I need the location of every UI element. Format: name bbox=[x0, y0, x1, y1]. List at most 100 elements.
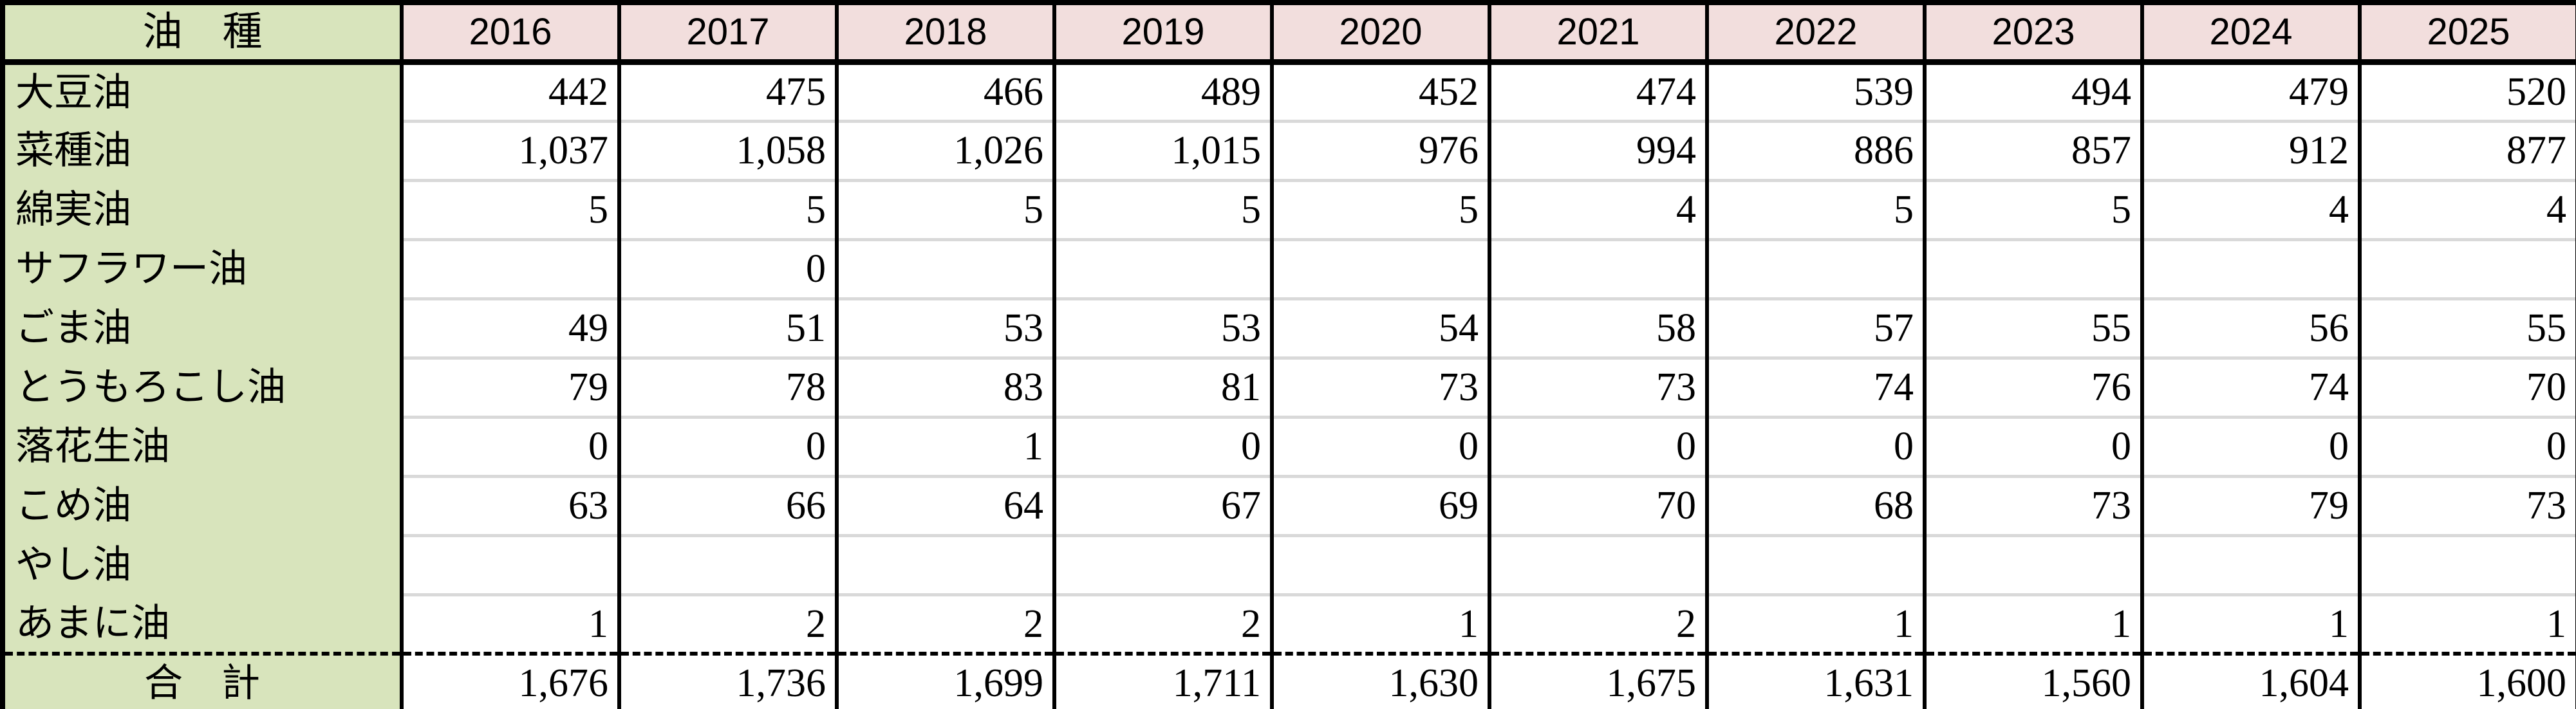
year-header-2020: 2020 bbox=[1270, 3, 1489, 65]
value-cell: 49 bbox=[400, 297, 619, 358]
value-cell: 1 bbox=[1270, 593, 1489, 654]
value-cell: 68 bbox=[1705, 474, 1925, 535]
value-cell: 1 bbox=[2140, 593, 2360, 654]
oil-type-cell: こめ油 bbox=[3, 476, 402, 535]
value-cell: 1,058 bbox=[617, 119, 837, 180]
oil-type-cell: とうもろこし油 bbox=[3, 358, 402, 417]
total-value-cell: 1,631 bbox=[1705, 652, 1925, 709]
value-cell: 4 bbox=[2358, 178, 2576, 239]
value-cell: 520 bbox=[2358, 60, 2576, 121]
value-cell: 912 bbox=[2140, 119, 2360, 180]
value-cell: 70 bbox=[1488, 474, 1707, 535]
value-cell bbox=[1488, 237, 1707, 299]
header-row: 油 種 2016 2017 2018 2019 2020 2021 2022 2023 2024… bbox=[3, 3, 2576, 65]
value-cell bbox=[2358, 533, 2576, 594]
value-cell bbox=[1052, 533, 1272, 594]
value-cell bbox=[1705, 237, 1925, 299]
value-cell: 0 bbox=[617, 237, 837, 299]
value-cell: 0 bbox=[2140, 415, 2360, 476]
value-cell: 5 bbox=[400, 178, 619, 239]
value-cell: 442 bbox=[400, 60, 619, 121]
value-cell: 5 bbox=[1923, 178, 2142, 239]
value-cell bbox=[1923, 237, 2142, 299]
year-header-2019: 2019 bbox=[1052, 3, 1272, 65]
value-cell: 79 bbox=[2140, 474, 2360, 535]
value-cell: 539 bbox=[1705, 60, 1925, 121]
oil-type-cell: ごま油 bbox=[3, 299, 402, 358]
value-cell: 479 bbox=[2140, 60, 2360, 121]
year-header-2024: 2024 bbox=[2140, 3, 2360, 65]
value-cell: 5 bbox=[617, 178, 837, 239]
oil-type-cell: 大豆油 bbox=[3, 62, 402, 121]
value-cell: 1,037 bbox=[400, 119, 619, 180]
total-value-cell: 1,711 bbox=[1052, 652, 1272, 709]
total-value-cell: 1,699 bbox=[835, 652, 1054, 709]
table-body: 大豆油 442 475 466 489 452 474 539 494 479 520 菜種油 1,03… bbox=[3, 60, 2576, 709]
value-cell: 74 bbox=[1705, 356, 1925, 417]
oil-type-column-header: 油 種 bbox=[3, 3, 402, 65]
value-cell: 74 bbox=[2140, 356, 2360, 417]
value-cell: 81 bbox=[1052, 356, 1272, 417]
value-cell: 4 bbox=[1488, 178, 1707, 239]
total-value-cell: 1,600 bbox=[2358, 652, 2576, 709]
value-cell: 2 bbox=[617, 593, 837, 654]
value-cell: 64 bbox=[835, 474, 1054, 535]
value-cell: 54 bbox=[1270, 297, 1489, 358]
value-cell bbox=[400, 533, 619, 594]
value-cell: 73 bbox=[1923, 474, 2142, 535]
value-cell: 0 bbox=[2358, 415, 2576, 476]
value-cell: 73 bbox=[2358, 474, 2576, 535]
value-cell bbox=[400, 237, 619, 299]
year-header-2017: 2017 bbox=[617, 3, 837, 65]
value-cell: 452 bbox=[1270, 60, 1489, 121]
oil-type-cell: 綿実油 bbox=[3, 180, 402, 239]
value-cell: 0 bbox=[1488, 415, 1707, 476]
year-header-2023: 2023 bbox=[1923, 3, 2142, 65]
value-cell: 474 bbox=[1488, 60, 1707, 121]
oil-type-cell: 菜種油 bbox=[3, 121, 402, 180]
value-cell: 5 bbox=[1052, 178, 1272, 239]
value-cell: 79 bbox=[400, 356, 619, 417]
total-value-cell: 1,675 bbox=[1488, 652, 1707, 709]
value-cell: 994 bbox=[1488, 119, 1707, 180]
total-label-cell: 合 計 bbox=[3, 652, 402, 709]
value-cell bbox=[2140, 237, 2360, 299]
value-cell: 1 bbox=[1705, 593, 1925, 654]
value-cell: 857 bbox=[1923, 119, 2142, 180]
value-cell: 0 bbox=[1270, 415, 1489, 476]
value-cell: 5 bbox=[1705, 178, 1925, 239]
value-cell: 70 bbox=[2358, 356, 2576, 417]
value-cell: 78 bbox=[617, 356, 837, 417]
value-cell: 53 bbox=[835, 297, 1054, 358]
year-header-2018: 2018 bbox=[835, 3, 1054, 65]
value-cell: 56 bbox=[2140, 297, 2360, 358]
table-row: あまに油 1 2 2 2 1 2 1 1 1 1 bbox=[3, 593, 2576, 654]
value-cell: 55 bbox=[2358, 297, 2576, 358]
table-row: ごま油 49 51 53 53 54 58 57 55 56 55 bbox=[3, 297, 2576, 358]
value-cell: 2 bbox=[835, 593, 1054, 654]
total-value-cell: 1,736 bbox=[617, 652, 837, 709]
value-cell: 0 bbox=[400, 415, 619, 476]
value-cell bbox=[2140, 533, 2360, 594]
value-cell: 0 bbox=[1705, 415, 1925, 476]
value-cell: 466 bbox=[835, 60, 1054, 121]
table-header: 油 種 2016 2017 2018 2019 2020 2021 2022 2023 2024… bbox=[3, 3, 2576, 65]
table-row: 大豆油 442 475 466 489 452 474 539 494 479 520 bbox=[3, 60, 2576, 121]
value-cell bbox=[1052, 237, 1272, 299]
total-row: 合 計 1,676 1,736 1,699 1,711 1,630 1,675 1,631 1,… bbox=[3, 652, 2576, 709]
value-cell: 1 bbox=[400, 593, 619, 654]
value-cell: 57 bbox=[1705, 297, 1925, 358]
value-cell: 63 bbox=[400, 474, 619, 535]
total-value-cell: 1,560 bbox=[1923, 652, 2142, 709]
value-cell: 73 bbox=[1270, 356, 1489, 417]
value-cell: 67 bbox=[1052, 474, 1272, 535]
year-header-2022: 2022 bbox=[1705, 3, 1925, 65]
oil-type-cell: あまに油 bbox=[3, 594, 402, 654]
value-cell bbox=[1705, 533, 1925, 594]
value-cell: 0 bbox=[617, 415, 837, 476]
table-row: こめ油 63 66 64 67 69 70 68 73 79 73 bbox=[3, 474, 2576, 535]
value-cell: 886 bbox=[1705, 119, 1925, 180]
value-cell bbox=[835, 533, 1054, 594]
value-cell: 4 bbox=[2140, 178, 2360, 239]
